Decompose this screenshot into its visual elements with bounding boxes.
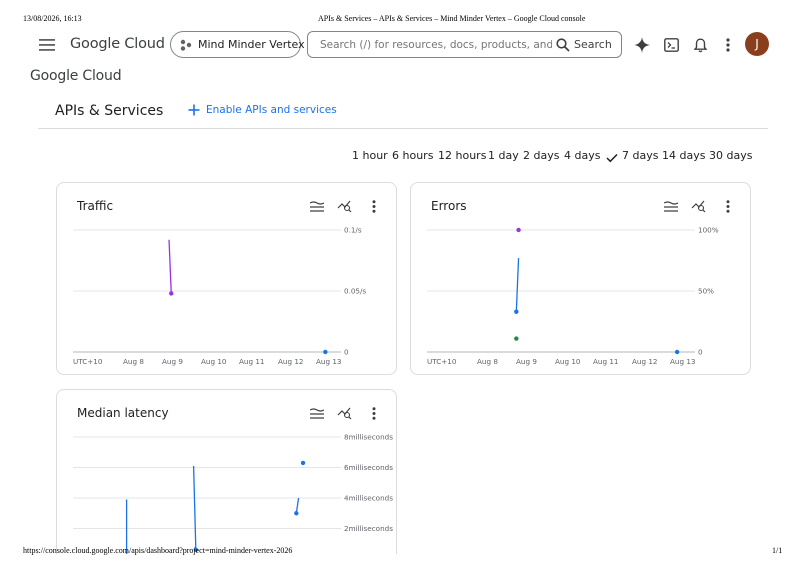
print-url: https://console.cloud.google.com/apis/da… — [23, 546, 293, 555]
enable-apis-button[interactable]: Enable APIs and services — [188, 104, 337, 116]
range-7-days[interactable]: 7 days — [622, 149, 659, 162]
range-2-days[interactable]: 2 days — [523, 149, 560, 162]
range-4-days[interactable]: 4 days — [564, 149, 601, 162]
median-latency-card: Median latency 8milliseconds 6millisecond… — [56, 389, 397, 554]
project-picker[interactable]: Mind Minder Vertex — [170, 31, 305, 58]
legend-toggle-icon[interactable] — [307, 403, 327, 423]
check-icon — [606, 150, 618, 168]
series-point — [514, 336, 519, 341]
gemini-icon[interactable] — [630, 33, 654, 57]
print-datetime: 13/08/2026, 16:13 — [23, 14, 82, 23]
traffic-chart: 0.1/s 0.05/s 0 UTC+10 Aug 8 Aug 9 Aug 10 Aug 11… — [73, 226, 366, 366]
range-12-hours[interactable]: 12 hours — [438, 149, 487, 162]
x-tick-label: Aug 8 — [477, 357, 498, 366]
card-more-icon[interactable] — [364, 196, 384, 216]
range-1-hour[interactable]: 1 hour — [352, 149, 388, 162]
series-point — [514, 309, 519, 314]
page-title: APIs & Services — [55, 103, 164, 119]
secondary-google-cloud-logo: Google Cloud — [30, 68, 122, 84]
x-tick-label: Aug 8 — [123, 357, 144, 366]
search-input[interactable] — [320, 38, 552, 51]
median-latency-chart: 8milliseconds 6milliseconds 4milliseconds 2… — [73, 433, 393, 554]
traffic-title: Traffic — [77, 199, 114, 213]
more-vert-icon[interactable] — [716, 33, 740, 57]
x-tick-label: Aug 12 — [632, 357, 657, 366]
series-point — [193, 547, 199, 553]
x-tick-label: Aug 9 — [162, 357, 183, 366]
range-1-day[interactable]: 1 day — [488, 149, 519, 162]
card-more-icon[interactable] — [718, 196, 738, 216]
legend-toggle-icon[interactable] — [307, 196, 327, 216]
x-tick-label: Aug 9 — [516, 357, 537, 366]
x-tick-label: Aug 13 — [670, 357, 695, 366]
y-tick-label: 2milliseconds — [344, 524, 393, 533]
explore-metrics-icon[interactable] — [335, 403, 355, 423]
x-tick-label: Aug 10 — [555, 357, 581, 366]
search-button[interactable]: Search — [556, 37, 612, 52]
series-line — [192, 465, 197, 550]
y-tick-label: 0.05/s — [344, 287, 366, 296]
series-point — [169, 291, 174, 296]
range-30-days[interactable]: 30 days — [709, 149, 753, 162]
card-more-icon[interactable] — [364, 403, 384, 423]
errors-chart: 100% 50% 0 UTC+10 Aug 8 Aug 9 Aug 10 Aug 11 Aug … — [427, 226, 719, 366]
project-icon — [180, 38, 192, 52]
series-point — [300, 460, 306, 466]
header-divider — [38, 128, 768, 129]
series-point — [674, 349, 680, 355]
y-tick-label: 0 — [698, 348, 703, 357]
y-tick-label: 0 — [344, 348, 349, 357]
search-icon — [556, 37, 570, 52]
notifications-icon[interactable] — [688, 33, 712, 57]
x-tick-label: Aug 13 — [316, 357, 341, 366]
enable-apis-label: Enable APIs and services — [206, 104, 337, 116]
explore-metrics-icon[interactable] — [335, 196, 355, 216]
y-tick-label: 50% — [698, 287, 714, 296]
legend-toggle-icon[interactable] — [661, 196, 681, 216]
x-tick-label: UTC+10 — [73, 357, 103, 366]
traffic-card: Traffic 0.1/s 0.05/s 0 UTC+10 Aug 8 Aug 9 Aug … — [56, 182, 397, 375]
search-button-label: Search — [574, 38, 612, 51]
x-tick-label: UTC+10 — [427, 357, 457, 366]
series-point — [323, 349, 328, 355]
y-tick-label: 8milliseconds — [344, 433, 393, 442]
range-6-hours[interactable]: 6 hours — [392, 149, 434, 162]
series-point — [516, 227, 521, 233]
series-line — [515, 258, 520, 312]
google-cloud-logo[interactable]: Google Cloud — [70, 36, 165, 52]
y-tick-label: 6milliseconds — [344, 463, 393, 472]
median-latency-title: Median latency — [77, 406, 169, 420]
x-tick-label: Aug 12 — [278, 357, 303, 366]
add-icon — [188, 104, 200, 116]
y-tick-label: 0.1/s — [344, 226, 362, 235]
x-tick-label: Aug 11 — [239, 357, 264, 366]
project-name: Mind Minder Vertex — [198, 38, 305, 51]
series-point — [294, 511, 299, 516]
x-tick-label: Aug 11 — [593, 357, 618, 366]
y-tick-label: 100% — [698, 226, 719, 235]
search-bar[interactable]: Search — [307, 31, 622, 58]
series-line — [168, 239, 172, 294]
x-tick-label: Aug 10 — [201, 357, 227, 366]
avatar[interactable]: J — [745, 32, 769, 56]
series-line — [295, 497, 300, 514]
errors-title: Errors — [431, 199, 467, 213]
menu-icon[interactable] — [35, 33, 59, 57]
errors-card: Errors 100% 50% 0 UTC+10 Aug 8 Aug 9 Aug 10 Aug… — [410, 182, 751, 375]
print-doc-title: APIs & Services – APIs & Services – Mind… — [318, 14, 586, 23]
print-page-number: 1/1 — [772, 546, 783, 555]
explore-metrics-icon[interactable] — [689, 196, 709, 216]
y-tick-label: 4milliseconds — [344, 494, 393, 503]
cloud-shell-icon[interactable] — [659, 33, 683, 57]
range-14-days[interactable]: 14 days — [662, 149, 706, 162]
